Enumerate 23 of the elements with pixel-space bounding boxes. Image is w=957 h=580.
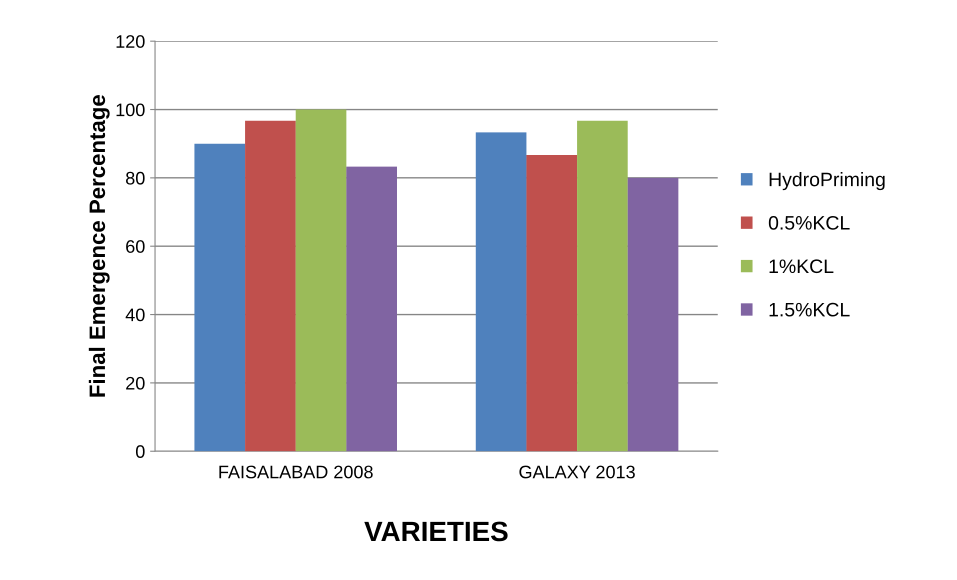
legend-label: 0.5%KCL (768, 216, 850, 230)
bar (628, 178, 678, 452)
bar (577, 120, 628, 452)
x-tick-label: GALAXY 2013 (519, 466, 635, 478)
y-tick-label: 80 (126, 172, 145, 185)
x-tick-label: FAISALABAD 2008 (219, 466, 373, 478)
bar (245, 120, 296, 452)
legend-label: HydroPriming (770, 172, 885, 190)
legend-label: 1.5%KCL (770, 302, 850, 317)
legend-label: 1%KCL (770, 259, 834, 274)
y-tick-label: 40 (126, 308, 145, 322)
y-tick-label: 100 (116, 103, 145, 116)
y-tick-label: 60 (126, 240, 145, 253)
x-axis-title: VARIETIES (364, 522, 508, 542)
bar (526, 154, 578, 452)
bar (346, 166, 397, 452)
bar (476, 132, 526, 452)
bar (194, 144, 246, 452)
y-tick-label: 20 (126, 376, 145, 390)
y-tick-label: 120 (116, 35, 145, 48)
y-tick-label: 0 (136, 445, 145, 458)
bar (296, 110, 346, 452)
y-axis-title: Final Emergence Percentage (88, 95, 110, 397)
